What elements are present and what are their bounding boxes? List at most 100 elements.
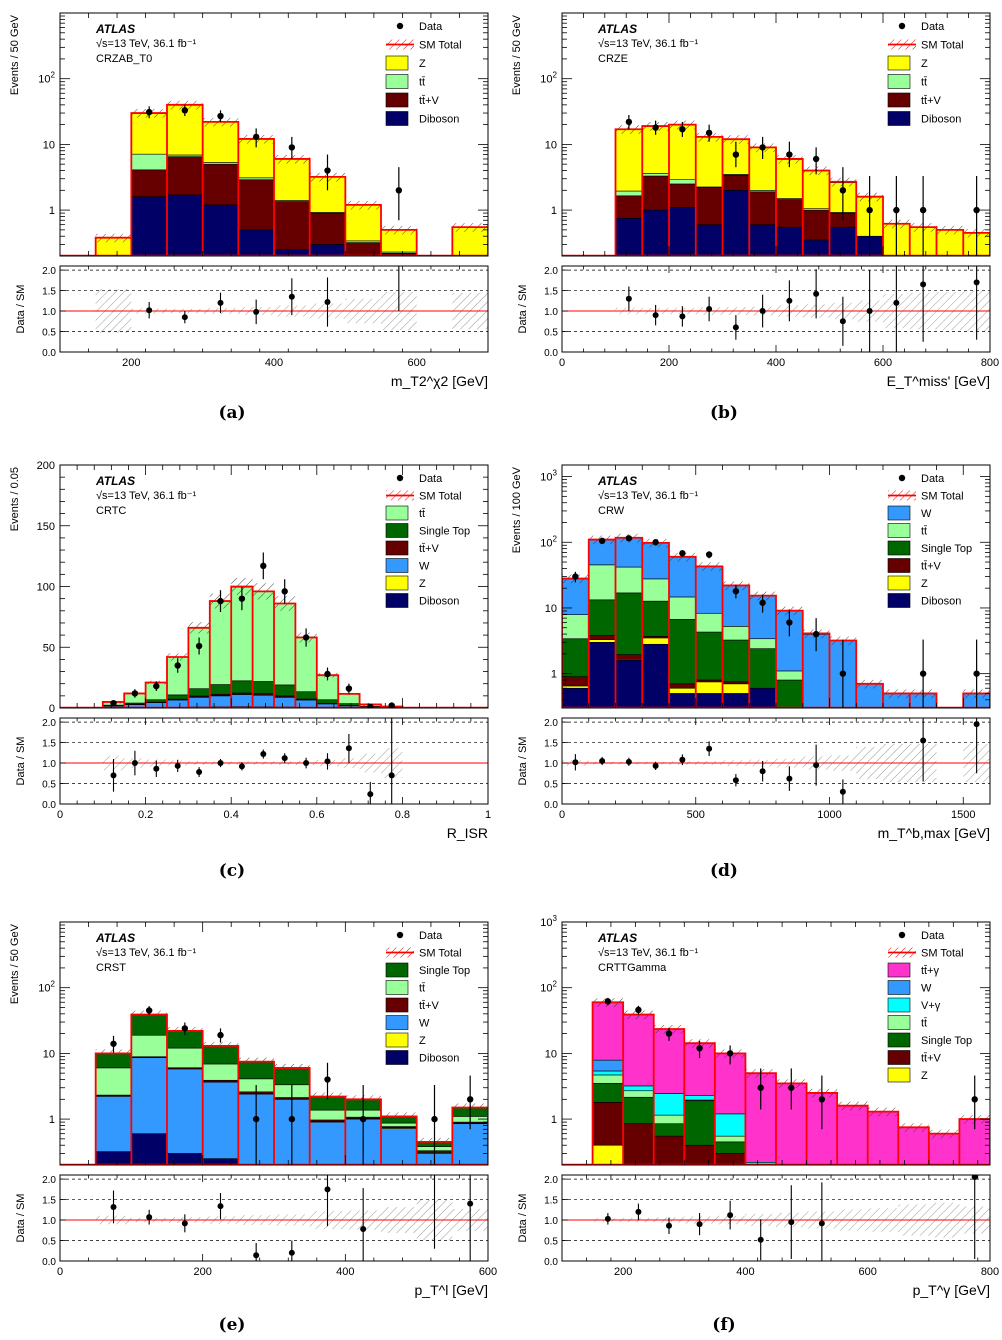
y-axis-title: Events / 50 GeV	[9, 14, 21, 95]
legend-data-marker	[898, 22, 906, 30]
ratio-point	[706, 306, 713, 312]
ratio-point	[973, 721, 980, 728]
ratio-point	[625, 295, 632, 302]
legend-swatch	[887, 1050, 911, 1065]
legend-swatch	[887, 1067, 911, 1083]
ratio-frame	[59, 1174, 489, 1262]
ratio-y-tick-label: 1.0	[42, 1216, 56, 1227]
bar-ttV	[668, 683, 697, 689]
legend-label: Single Top	[921, 543, 972, 555]
chart-panel-c: 0 50 100 150 200 0.0 0.5 1.0 1.5 2.0 0 0.2 0.4 0.6 0.8…	[9, 460, 491, 881]
ratio-y-tick-label: 2.0	[42, 718, 56, 729]
bar-Diboson	[722, 693, 750, 708]
bar-ttgamma	[622, 1014, 655, 1087]
bar-ttV	[345, 242, 382, 256]
bar-ttV	[131, 169, 168, 197]
ratio-point	[288, 1249, 295, 1256]
x-tick-label: 0.4	[224, 809, 239, 821]
legend-data-marker	[396, 931, 404, 939]
bar-SingleTop	[273, 684, 296, 697]
bar-Diboson	[722, 190, 750, 256]
data-point	[431, 1115, 438, 1123]
main-frame	[561, 921, 991, 1166]
legend-label: W	[419, 561, 430, 573]
sm-total-line	[60, 103, 488, 256]
y-tick-label: 200	[37, 460, 55, 472]
sm-total-line	[94, 1013, 488, 1165]
ratio-point	[260, 751, 267, 758]
ratio-point	[324, 1186, 331, 1193]
x-tick-label: 400	[265, 357, 283, 369]
ratio-y-axis-title: Data / SM	[517, 1194, 529, 1243]
ratio-point	[572, 759, 579, 766]
ratio-point	[666, 1222, 672, 1229]
bar-W	[252, 694, 275, 708]
legend-label: Diboson	[419, 114, 459, 126]
legend-label: tt̄	[419, 508, 425, 520]
y-tick-label: 0	[49, 703, 55, 715]
ratio-y-tick-label: 1.0	[42, 307, 56, 318]
legend-label: W	[921, 983, 932, 995]
bar-Diboson	[309, 244, 346, 256]
bar-Diboson	[615, 217, 643, 256]
bar-Diboson	[166, 1153, 203, 1165]
bar-SingleTop	[622, 1096, 655, 1125]
y-tick-label: 102	[540, 534, 557, 549]
data-point	[919, 206, 927, 214]
chart-panel-a: 1 10 102 0.0 0.5 1.0 1.5 2.0 200 400 600 Events / 5…	[9, 12, 489, 423]
bar-Diboson	[202, 204, 239, 256]
ratio-point	[679, 756, 686, 763]
legend-label: Single Top	[419, 965, 470, 977]
x-tick-label: 0.8	[395, 809, 410, 821]
y-tick-label: 103	[540, 469, 557, 484]
legend-label: Data	[419, 21, 443, 33]
bar-ttbar	[668, 179, 697, 185]
legend-label: SM Total	[921, 40, 964, 52]
bar-Diboson	[641, 209, 670, 256]
ratio-point	[732, 324, 739, 331]
legend-swatch	[887, 980, 911, 995]
y-tick-label: 150	[37, 521, 55, 533]
bar-SingleTop	[562, 638, 590, 677]
legend-swatch	[887, 575, 911, 591]
legend-swatch	[385, 55, 409, 71]
atlas-label: ATLAS	[95, 474, 135, 488]
y-tick-label: 10	[545, 1048, 557, 1060]
bar-W	[95, 1096, 132, 1152]
bar-ttbar	[641, 173, 670, 177]
ratio-point	[604, 1215, 611, 1222]
bar-ttbar	[202, 1063, 239, 1081]
x-tick-label: 0	[57, 1266, 63, 1278]
bar-SingleTop	[230, 680, 253, 694]
legend-swatch	[385, 111, 409, 126]
legend-label: tt̄	[921, 1017, 927, 1029]
ratio-y-axis-title: Data / SM	[15, 1194, 27, 1243]
data-point	[345, 685, 353, 692]
x-tick-label: 1	[485, 809, 491, 821]
ratio-frame	[561, 1174, 991, 1262]
legend-label: tt̄+V	[921, 95, 942, 107]
data-point	[726, 1050, 734, 1057]
x-tick-label: 600	[407, 357, 425, 369]
ratio-point	[324, 299, 331, 306]
ratio-area	[562, 1175, 990, 1261]
bar-ttV	[775, 199, 804, 228]
energy-lumi-label: √s=13 TeV, 36.1 fb⁻¹	[598, 38, 699, 50]
x-axis-title: R_ISR	[447, 825, 488, 841]
bar-SingleTop	[615, 592, 643, 655]
bar-ttV	[615, 654, 643, 660]
y-tick-label: 10	[545, 139, 557, 151]
ratio-frame	[561, 265, 991, 353]
ratio-point	[288, 293, 295, 300]
data-point	[971, 1096, 978, 1103]
bar-SingleTop	[714, 1141, 746, 1154]
main-frame	[59, 921, 489, 1166]
bar-ttV	[562, 676, 590, 687]
bar-ttbar	[775, 670, 804, 681]
bar-SingleTop	[653, 1123, 685, 1137]
x-tick-label: 200	[660, 357, 678, 369]
ratio-y-tick-label: 2.0	[544, 718, 558, 729]
legend-label: tt̄	[921, 525, 927, 537]
bar-W	[641, 542, 670, 580]
x-tick-label: 400	[336, 1266, 354, 1278]
